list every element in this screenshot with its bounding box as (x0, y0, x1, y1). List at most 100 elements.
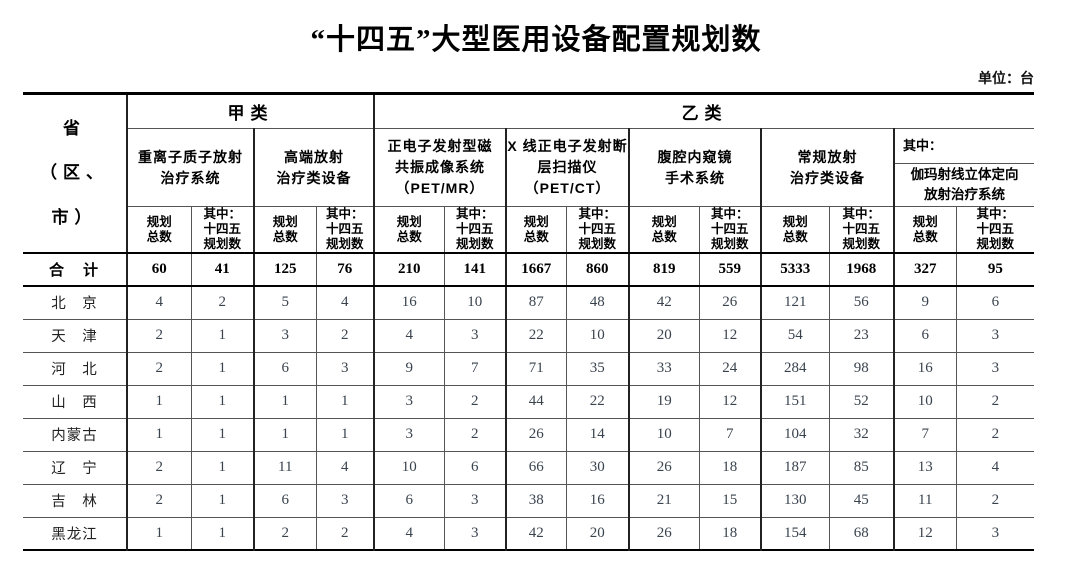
unit-label: 单位：台 (978, 72, 1034, 87)
subheader-145-plan: 其中： 十四五 规划数 (190, 206, 255, 254)
value-cell: 3 (315, 351, 375, 386)
value-cell: 9 (893, 285, 957, 320)
value-cell: 21 (628, 483, 700, 518)
subheader-planned-total: 规划 总数 (126, 206, 192, 254)
province-cell: 北 京 (23, 285, 128, 320)
value-cell: 71 (505, 351, 567, 386)
value-cell: 41 (190, 252, 255, 287)
value-cell: 3 (955, 351, 1035, 386)
value-cell: 819 (628, 252, 700, 287)
value-cell: 1 (190, 450, 255, 485)
subheader-145-plan: 其中： 十四五 规划数 (315, 206, 375, 254)
value-cell: 7 (698, 417, 762, 452)
value-cell: 2 (126, 318, 192, 353)
value-cell: 1 (253, 417, 317, 452)
value-cell: 18 (698, 516, 762, 551)
value-cell: 1 (190, 516, 255, 551)
value-cell: 16 (893, 351, 957, 386)
value-cell: 2 (955, 483, 1035, 518)
value-cell: 4 (373, 318, 445, 353)
subheader-145-plan: 其中： 十四五 规划数 (698, 206, 762, 254)
value-cell: 130 (760, 483, 830, 518)
table-row: 黑龙江 1 1 2 2 4 3 42 20 26 18 154 68 12 3 (23, 516, 1035, 551)
value-cell: 13 (893, 450, 957, 485)
value-cell: 1 (253, 384, 317, 419)
table-row: 北 京 4 2 5 4 16 10 87 48 42 26 121 56 9 6 (23, 285, 1035, 320)
value-cell: 3 (443, 516, 507, 551)
value-cell: 1 (190, 483, 255, 518)
value-cell: 187 (760, 450, 830, 485)
value-cell: 32 (828, 417, 895, 452)
value-cell: 3 (373, 384, 445, 419)
value-cell: 12 (893, 516, 957, 551)
province-cell: 合 计 (23, 252, 128, 287)
value-cell: 10 (373, 450, 445, 485)
value-cell: 121 (760, 285, 830, 320)
value-cell: 87 (505, 285, 567, 320)
province-column-header: 省 （区、市） (23, 93, 128, 254)
province-cell: 内蒙古 (23, 417, 128, 452)
value-cell: 26 (628, 450, 700, 485)
table-row: 天 津 2 1 3 2 4 3 22 10 20 12 54 23 6 3 (23, 318, 1035, 353)
province-cell: 辽 宁 (23, 450, 128, 485)
value-cell: 11 (893, 483, 957, 518)
value-cell: 2 (126, 351, 192, 386)
value-cell: 3 (253, 318, 317, 353)
category-b-header: 乙类 (372, 93, 1035, 129)
equipment-planning-table: 省 （区、市） 甲类 乙类 重离子质子放射 治疗系统 高端放射 治疗类设备 正电… (23, 92, 1035, 551)
value-cell: 2 (443, 384, 507, 419)
value-cell: 1 (126, 516, 192, 551)
value-cell: 1 (190, 318, 255, 353)
value-cell: 559 (698, 252, 762, 287)
value-cell: 2 (126, 450, 192, 485)
value-cell: 3 (955, 516, 1035, 551)
value-cell: 11 (253, 450, 317, 485)
province-cell: 河 北 (23, 351, 128, 386)
table-row: 山 西 1 1 1 1 3 2 44 22 19 12 151 52 10 2 (23, 384, 1035, 419)
category-header-row: 省 （区、市） 甲类 乙类 (23, 93, 1035, 254)
value-cell: 98 (828, 351, 895, 386)
value-cell: 2 (253, 516, 317, 551)
value-cell: 56 (828, 285, 895, 320)
value-cell: 1 (190, 351, 255, 386)
value-cell: 1 (190, 417, 255, 452)
value-cell: 7 (443, 351, 507, 386)
value-cell: 1968 (828, 252, 895, 287)
value-cell: 6 (893, 318, 957, 353)
value-cell: 6 (443, 450, 507, 485)
value-cell: 24 (698, 351, 762, 386)
value-cell: 4 (315, 285, 375, 320)
value-cell: 4 (955, 450, 1035, 485)
group-header-conventional-radiotherapy: 常规放射 治疗类设备 (760, 128, 895, 207)
value-cell: 3 (443, 483, 507, 518)
gamma-knife-label: 伽玛射线立体定向 放射治疗系统 (910, 166, 1019, 202)
value-cell: 125 (253, 252, 317, 287)
value-cell: 12 (698, 318, 762, 353)
value-cell: 9 (373, 351, 445, 386)
value-cell: 2 (955, 417, 1035, 452)
value-cell: 20 (565, 516, 630, 551)
value-cell: 3 (955, 318, 1035, 353)
value-cell: 23 (828, 318, 895, 353)
table-row: 吉 林 2 1 6 3 6 3 38 16 21 15 130 45 11 2 (23, 483, 1035, 518)
among-which-label: 其中： (895, 129, 1035, 164)
table-row: 内蒙古 1 1 1 1 3 2 26 14 10 7 104 32 7 2 (23, 417, 1035, 452)
subheader-145-plan: 其中： 十四五 规划数 (565, 206, 630, 254)
table-row: 河 北 2 1 6 3 9 7 71 35 33 24 284 98 16 3 (23, 351, 1035, 386)
value-cell: 6 (955, 285, 1035, 320)
value-cell: 4 (315, 450, 375, 485)
value-cell: 7 (893, 417, 957, 452)
group-header-heavy-ion-proton: 重离子质子放射 治疗系统 (126, 128, 255, 207)
value-cell: 4 (126, 285, 192, 320)
value-cell: 210 (373, 252, 445, 287)
value-cell: 12 (698, 384, 762, 419)
value-cell: 141 (443, 252, 507, 287)
value-cell: 6 (253, 483, 317, 518)
value-cell: 10 (443, 285, 507, 320)
table-body: 合 计 60 41 125 76 210 141 1667 860 819 559 5333 1968 3… (23, 252, 1035, 551)
value-cell: 1 (190, 384, 255, 419)
value-cell: 95 (955, 252, 1035, 287)
value-cell: 3 (315, 483, 375, 518)
category-a-header: 甲类 (126, 93, 375, 129)
subheader-planned-total: 规划 总数 (505, 206, 567, 254)
